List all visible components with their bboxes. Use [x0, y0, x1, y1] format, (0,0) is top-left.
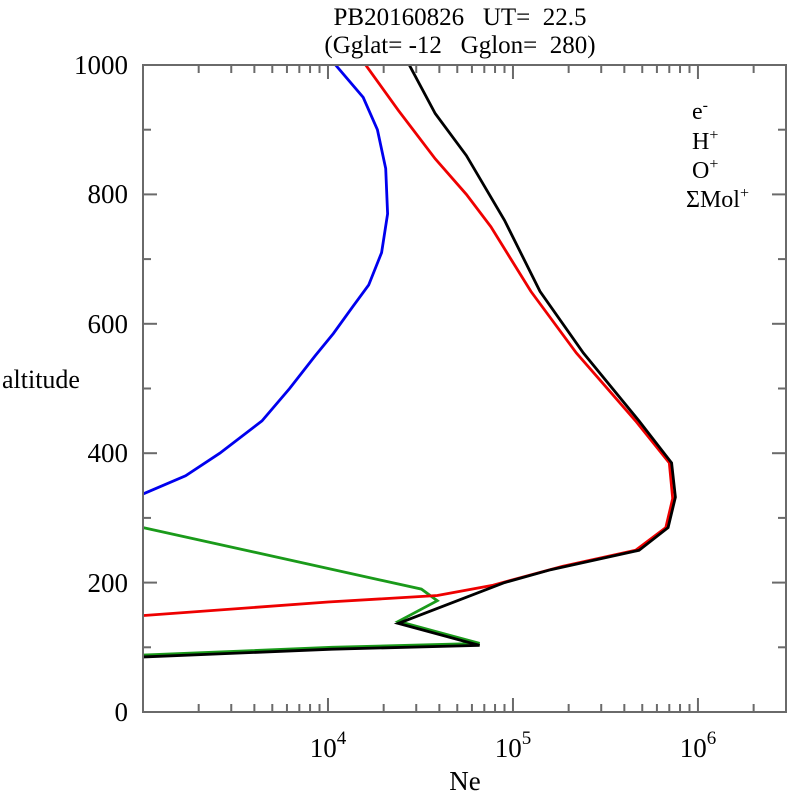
oxygen-ion-curve: [144, 66, 675, 617]
legend-entry-oxygen-ion: O+: [692, 156, 718, 184]
x-axis-title: Ne: [449, 766, 480, 796]
x-tick-label-1e5: 105: [495, 728, 532, 763]
chart-title: PB20160826 UT= 22.5: [333, 4, 586, 31]
legend-entry-hydrogen-ion: H+: [692, 127, 718, 155]
x-tick-label-1e6: 106: [680, 728, 717, 763]
ticks-layer: [143, 65, 786, 712]
y-tick-label-1000: 1000: [74, 50, 128, 80]
y-tick-label-0: 0: [115, 697, 129, 727]
y-tick-label-600: 600: [88, 309, 129, 339]
y-tick-label-800: 800: [88, 179, 129, 209]
y-axis-title: altitude: [2, 365, 80, 394]
y-tick-label-200: 200: [88, 568, 129, 598]
legend-entry-electron: e-: [692, 97, 708, 125]
hydrogen-ion-curve: [144, 66, 390, 496]
chart-subtitle: (Gglat= -12 Gglon= 280): [324, 32, 595, 59]
electron-curve: [144, 66, 677, 659]
x-tick-label-1e4: 104: [310, 728, 347, 763]
molecular-ions-curve: [144, 526, 480, 657]
plot-frame: [142, 64, 787, 713]
y-tick-label-400: 400: [88, 438, 129, 468]
curves-layer: [144, 66, 677, 659]
legend-entry-molecular-ions: ΣMol+: [686, 185, 749, 213]
